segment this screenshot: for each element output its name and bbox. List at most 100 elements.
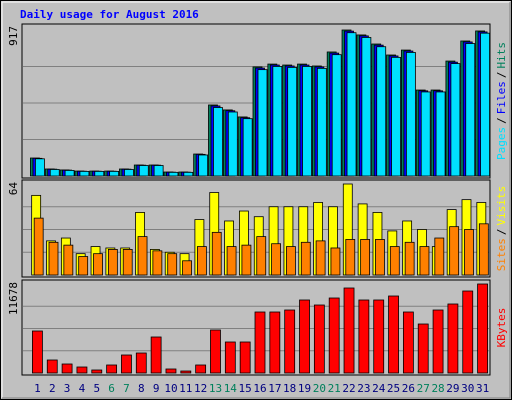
x-tick-label: 2 xyxy=(49,382,56,395)
bar xyxy=(33,217,44,276)
bar xyxy=(150,336,162,374)
x-tick-label: 13 xyxy=(209,382,222,395)
bar xyxy=(137,236,148,276)
bar xyxy=(269,311,281,374)
bar xyxy=(388,295,399,374)
bar xyxy=(64,170,75,177)
bar xyxy=(405,52,416,177)
x-tick-label: 9 xyxy=(153,382,160,395)
bar xyxy=(478,223,489,276)
bar xyxy=(286,246,296,276)
bar xyxy=(180,370,192,374)
bar xyxy=(432,309,444,374)
x-tick-label: 27 xyxy=(417,382,430,395)
bar xyxy=(300,241,311,276)
bar xyxy=(462,290,474,374)
bar xyxy=(46,359,58,374)
bar xyxy=(375,239,385,276)
bar xyxy=(346,32,357,177)
bar xyxy=(316,67,327,177)
bar xyxy=(63,244,74,276)
x-tick-label: 1 xyxy=(34,382,41,395)
x-tick-label: 24 xyxy=(372,382,386,395)
bar xyxy=(196,246,207,276)
bar xyxy=(241,244,252,276)
bar xyxy=(449,226,460,276)
bar xyxy=(239,341,251,374)
bar xyxy=(48,241,59,276)
bar xyxy=(376,46,387,177)
bar xyxy=(361,37,372,177)
bar xyxy=(287,67,298,177)
bar xyxy=(224,341,236,374)
bar xyxy=(271,243,281,276)
bar xyxy=(404,241,415,276)
bar xyxy=(78,256,89,276)
bar xyxy=(272,66,283,177)
x-tick-label: 25 xyxy=(387,382,400,395)
bar xyxy=(109,170,120,177)
legend-separator: / xyxy=(495,229,508,236)
bar xyxy=(167,253,178,276)
x-tick-label: 11 xyxy=(179,382,192,395)
x-tick-label: 29 xyxy=(446,382,459,395)
bar xyxy=(183,171,194,177)
bar xyxy=(227,111,238,177)
legend-separator: / xyxy=(495,117,508,124)
bar xyxy=(477,283,488,374)
x-tick-label: 31 xyxy=(476,382,489,395)
bar xyxy=(315,240,326,276)
bar xyxy=(447,303,459,374)
bar xyxy=(465,43,476,177)
x-tick-label: 3 xyxy=(64,382,71,395)
legend-entry: Sites xyxy=(495,238,508,271)
legend-entry: Visits xyxy=(495,186,508,226)
bar xyxy=(358,299,370,374)
bar xyxy=(450,63,461,177)
bar xyxy=(313,304,325,374)
bar xyxy=(135,352,147,374)
x-tick-label: 26 xyxy=(402,382,415,395)
bar xyxy=(330,247,341,276)
legend: Sites / Visits xyxy=(495,186,508,272)
bar xyxy=(420,91,431,177)
bar xyxy=(76,366,88,374)
legend: KBytes xyxy=(495,308,508,348)
bar xyxy=(93,253,103,276)
bar xyxy=(182,260,192,276)
bar xyxy=(165,368,177,374)
bar xyxy=(107,249,118,276)
bar xyxy=(153,165,164,177)
bar xyxy=(35,158,45,177)
x-tick-label: 4 xyxy=(79,382,86,395)
bar xyxy=(32,330,43,374)
x-tick-label: 22 xyxy=(342,382,355,395)
x-tick-label: 14 xyxy=(224,382,238,395)
legend-entry: Hits xyxy=(495,42,508,69)
bar xyxy=(138,165,149,177)
bar xyxy=(256,236,267,276)
bar xyxy=(435,91,446,177)
legend-entry: Files xyxy=(495,81,508,114)
x-tick-label: 30 xyxy=(461,382,474,395)
legend: Pages / Files / Hits xyxy=(495,42,508,160)
chart-title: Daily usage for August 2016 xyxy=(20,8,199,21)
bar xyxy=(226,246,237,276)
bar xyxy=(299,299,310,374)
bar xyxy=(168,171,179,177)
bar xyxy=(79,170,90,177)
bar xyxy=(417,323,429,374)
bar xyxy=(121,354,132,374)
bar xyxy=(257,69,268,177)
bar xyxy=(419,246,430,276)
y-max-label: 917 xyxy=(7,26,20,46)
x-tick-label: 6 xyxy=(108,382,115,395)
x-tick-label: 12 xyxy=(194,382,207,395)
bar xyxy=(345,239,356,276)
bar xyxy=(402,311,414,374)
x-tick-label: 8 xyxy=(138,382,145,395)
bar xyxy=(254,311,266,374)
x-tick-label: 17 xyxy=(268,382,281,395)
